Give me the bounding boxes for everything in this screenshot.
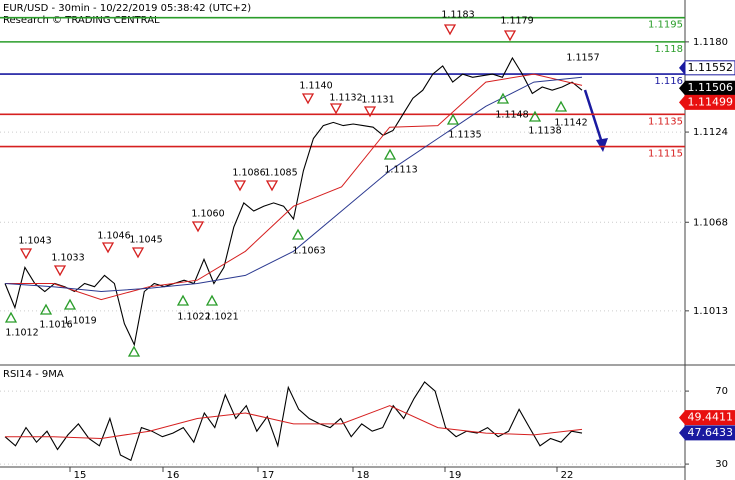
series-line bbox=[5, 73, 583, 301]
support-marker bbox=[291, 228, 305, 240]
annotation-label: 1.1142 bbox=[554, 118, 587, 129]
annotation-label: 1.1012 bbox=[5, 328, 38, 339]
price-badge-label: 1.11499 bbox=[688, 95, 734, 108]
annotation-label: 1.1085 bbox=[264, 168, 297, 179]
annotation-label: 1.1132 bbox=[329, 93, 362, 104]
level-label: 1.1115 bbox=[648, 149, 683, 160]
support-marker bbox=[63, 298, 77, 310]
support-marker bbox=[39, 303, 53, 315]
y-tick-label: 30 bbox=[715, 459, 728, 470]
x-tick-label: 16 bbox=[167, 470, 180, 480]
series-line bbox=[4, 381, 583, 462]
y-tick-label: 1.1068 bbox=[693, 217, 728, 228]
annotation-label: 1.1016 bbox=[39, 320, 72, 331]
x-tick-label: 17 bbox=[262, 470, 275, 480]
annotation-label: 1.1063 bbox=[292, 246, 325, 257]
annotation-label: 1.1045 bbox=[129, 235, 162, 246]
badge-pointer bbox=[679, 410, 685, 425]
badge-pointer bbox=[679, 81, 685, 96]
annotation-label: 1.1021 bbox=[205, 312, 238, 323]
annotation-label: 1.1022 bbox=[177, 312, 210, 323]
annotation-label: 1.1183 bbox=[441, 10, 474, 21]
price-badge-label: 49.4411 bbox=[688, 411, 734, 424]
level-label: 1.116 bbox=[654, 76, 683, 87]
price-badge-label: 1.11506 bbox=[688, 81, 734, 94]
support-marker bbox=[127, 345, 141, 357]
resistance-marker bbox=[53, 265, 67, 277]
resistance-marker bbox=[443, 24, 457, 36]
level-label: 1.1195 bbox=[648, 20, 683, 31]
series-line bbox=[4, 56, 583, 347]
series-line bbox=[4, 76, 583, 293]
resistance-marker bbox=[101, 242, 115, 254]
annotation-label: 1.1148 bbox=[495, 110, 528, 121]
series-line bbox=[5, 405, 583, 440]
chart-subtitle: Research © TRADING CENTRAL bbox=[3, 15, 160, 26]
forecast-arrow bbox=[583, 89, 605, 147]
badge-pointer bbox=[679, 60, 685, 75]
y-tick-label: 1.1180 bbox=[693, 37, 728, 48]
indicator-title: RSI14 - 9MA bbox=[3, 369, 64, 380]
resistance-marker bbox=[329, 103, 343, 115]
x-tick-label: 15 bbox=[74, 470, 87, 480]
resistance-marker bbox=[19, 248, 33, 260]
support-marker bbox=[4, 311, 18, 323]
badge-pointer bbox=[679, 425, 685, 440]
support-marker bbox=[446, 113, 460, 125]
resistance-marker bbox=[191, 221, 205, 233]
annotation-label: 1.1157 bbox=[566, 53, 599, 64]
support-marker bbox=[496, 92, 510, 104]
forecast-arrowhead bbox=[596, 138, 608, 152]
resistance-marker bbox=[363, 106, 377, 118]
support-marker bbox=[205, 294, 219, 306]
y-tick-label: 70 bbox=[715, 386, 728, 397]
annotation-label: 1.1033 bbox=[51, 253, 84, 264]
resistance-marker bbox=[233, 180, 247, 192]
y-tick-label: 1.1124 bbox=[693, 127, 728, 138]
annotation-label: 1.1138 bbox=[528, 126, 561, 137]
x-tick-label: 22 bbox=[561, 470, 574, 480]
price-badge-label: 47.6433 bbox=[688, 426, 734, 439]
price-badge-label: 1.11552 bbox=[688, 61, 734, 74]
chart-title: EUR/USD - 30min - 10/22/2019 05:38:42 (U… bbox=[3, 3, 251, 14]
y-tick-label: 1.1013 bbox=[693, 306, 728, 317]
support-marker bbox=[383, 148, 397, 160]
annotation-label: 1.1043 bbox=[18, 236, 51, 247]
annotation-label: 1.1113 bbox=[384, 165, 417, 176]
annotation-label: 1.1046 bbox=[97, 231, 130, 242]
support-marker bbox=[176, 294, 190, 306]
annotation-label: 1.1131 bbox=[361, 95, 394, 106]
annotation-label: 1.1135 bbox=[448, 130, 481, 141]
annotation-label: 1.1086 bbox=[232, 168, 265, 179]
resistance-marker bbox=[503, 30, 517, 42]
x-tick-label: 19 bbox=[449, 470, 462, 480]
badge-pointer bbox=[679, 95, 685, 110]
resistance-marker bbox=[301, 93, 315, 105]
resistance-marker bbox=[131, 247, 145, 259]
x-tick-label: 18 bbox=[357, 470, 370, 480]
annotation-label: 1.1060 bbox=[191, 209, 224, 220]
resistance-marker bbox=[265, 180, 279, 192]
level-label: 1.118 bbox=[654, 44, 683, 55]
support-marker bbox=[554, 100, 568, 112]
support-marker bbox=[528, 110, 542, 122]
annotation-label: 1.1019 bbox=[63, 316, 96, 327]
annotation-label: 1.1179 bbox=[500, 16, 533, 27]
annotation-label: 1.1140 bbox=[299, 81, 332, 92]
level-label: 1.1135 bbox=[648, 116, 683, 127]
